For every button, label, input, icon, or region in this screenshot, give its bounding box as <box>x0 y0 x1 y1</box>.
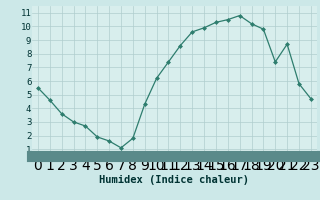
X-axis label: Humidex (Indice chaleur): Humidex (Indice chaleur) <box>100 175 249 185</box>
